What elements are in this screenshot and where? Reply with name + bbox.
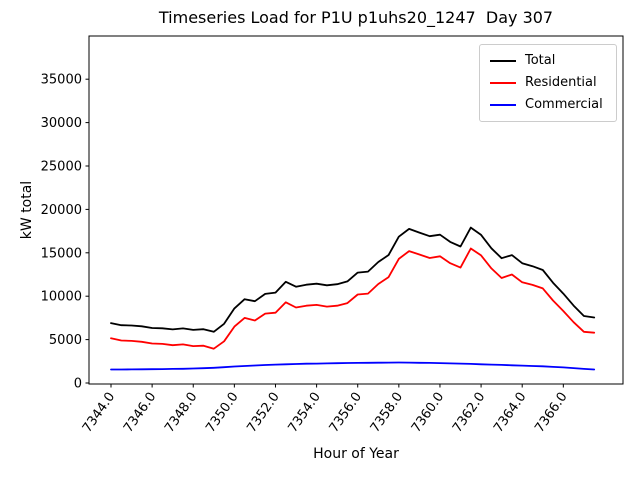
legend-item-total: Total bbox=[490, 54, 606, 68]
x-tick-label: 7360.0 bbox=[409, 390, 447, 436]
y-axis-label: kW total bbox=[19, 180, 35, 240]
x-tick-label: 7358.0 bbox=[368, 390, 406, 436]
legend: Total Residential Commercial bbox=[479, 44, 617, 122]
residential-line bbox=[110, 247, 596, 350]
y-tick-label: 35000 bbox=[41, 73, 82, 88]
y-tick-label: 25000 bbox=[41, 160, 82, 175]
total-line bbox=[110, 226, 596, 333]
series-lines bbox=[110, 226, 596, 371]
y-tick-label: 0 bbox=[74, 377, 82, 392]
x-tick-label: 7356.0 bbox=[327, 390, 365, 436]
y-tick-label: 30000 bbox=[41, 116, 82, 131]
legend-item-residential: Residential bbox=[490, 76, 606, 90]
x-tick-label: 7362.0 bbox=[450, 390, 488, 436]
x-axis-label: Hour of Year bbox=[313, 446, 399, 462]
x-tick-label: 7352.0 bbox=[244, 390, 282, 436]
y-tick-label: 15000 bbox=[41, 246, 82, 261]
total-line-swatch bbox=[490, 60, 516, 62]
axes-frame bbox=[88, 35, 624, 385]
residential-line-swatch bbox=[490, 82, 516, 84]
x-tick-label: 7350.0 bbox=[203, 390, 241, 436]
commercial-line-swatch bbox=[490, 104, 516, 106]
commercial-line bbox=[110, 361, 596, 371]
legend-label-residential: Residential bbox=[525, 75, 597, 90]
x-tick-label: 7346.0 bbox=[121, 390, 159, 436]
x-tick-label: 7354.0 bbox=[285, 390, 323, 436]
chart-title: Timeseries Load for P1U p1uhs20_1247 Day… bbox=[158, 8, 554, 27]
x-tick-label: 7348.0 bbox=[162, 390, 200, 436]
legend-label-commercial: Commercial bbox=[525, 97, 603, 112]
y-tick-label: 20000 bbox=[41, 203, 82, 218]
x-ticks: 7344.0 7346.0 7348.0 7350.0 7352.0 7354.0 7356… bbox=[80, 384, 571, 436]
y-ticks: 0 5000 10000 15000 20000 25000 30000 35000 bbox=[41, 73, 89, 392]
y-tick-label: 10000 bbox=[41, 290, 82, 305]
x-tick-label: 7366.0 bbox=[532, 390, 570, 436]
y-tick-label: 5000 bbox=[49, 333, 82, 348]
legend-item-commercial: Commercial bbox=[490, 98, 606, 112]
legend-label-total: Total bbox=[525, 53, 556, 68]
x-tick-label: 7364.0 bbox=[491, 390, 529, 436]
x-tick-label: 7344.0 bbox=[80, 390, 118, 436]
